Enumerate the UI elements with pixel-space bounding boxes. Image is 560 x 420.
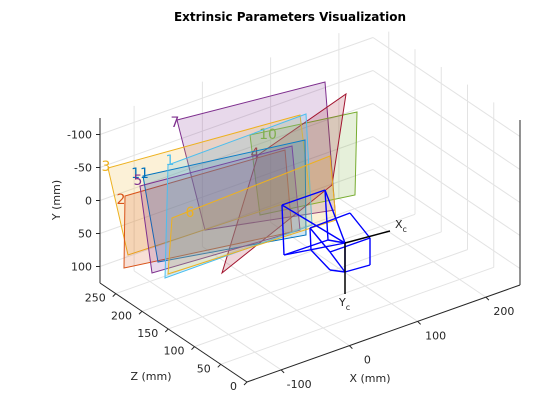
camera-axis-label: Xc (395, 218, 407, 234)
grid-line (168, 231, 442, 330)
z-tick-label: 50 (197, 362, 211, 375)
camera-frame (283, 242, 346, 256)
y-tick-label: -100 (67, 129, 92, 142)
y-axis-label: Y (mm) (50, 180, 63, 221)
x-tick (280, 369, 285, 374)
plane-label: 6 (186, 205, 195, 221)
axis-subscript: c (403, 225, 407, 234)
grid-line (372, 103, 521, 203)
camera-frame (309, 212, 351, 229)
chart-title: Extrinsic Parameters Visualization (174, 10, 406, 24)
z-tick (164, 328, 169, 333)
plane-label: 7 (171, 115, 180, 131)
z-tick (217, 363, 222, 368)
z-tick-label: 200 (111, 309, 132, 322)
y-tick-label: 100 (71, 261, 92, 274)
grid-line (202, 246, 350, 347)
z-axis-line (99, 282, 248, 383)
z-tick-label: 0 (230, 380, 237, 393)
grid-line (338, 197, 487, 298)
grid-line (99, 169, 374, 267)
x-tick-label: 0 (364, 354, 371, 367)
grid-line (220, 266, 494, 365)
calibration-plane (221, 92, 347, 275)
camera-frame (281, 204, 346, 244)
y-tick-label: 50 (78, 228, 92, 241)
camera-frame (329, 269, 346, 273)
plane-label: 5 (134, 173, 143, 189)
calibration-plane (139, 145, 301, 274)
camera-frame (324, 189, 346, 244)
grid-line (372, 37, 521, 137)
z-tick-label: 150 (137, 327, 158, 340)
plane-label: 11 (131, 166, 149, 182)
camera-frame (281, 204, 285, 256)
plane-label: 3 (102, 159, 111, 175)
grid-line (372, 70, 521, 170)
camera-x-axis (344, 230, 391, 244)
z-tick (191, 346, 195, 350)
x-tick-label: -100 (287, 378, 312, 391)
calibration-plane (249, 111, 358, 216)
plane-label: 4 (251, 146, 260, 162)
grid-line (99, 37, 374, 135)
y-tick-label: 0 (85, 195, 92, 208)
axis-name: Y (338, 296, 346, 309)
x-tick-label: 100 (425, 329, 446, 342)
axis-subscript: c (346, 303, 350, 312)
calibration-plane (142, 139, 307, 263)
grid-line (99, 70, 374, 168)
camera-frame (309, 227, 312, 251)
z-tick (243, 381, 248, 386)
grid (99, 31, 521, 383)
z-tick-label: 250 (85, 292, 106, 305)
grid-line (372, 169, 521, 269)
x-tick (485, 296, 490, 301)
z-tick (112, 293, 117, 297)
grid-line (133, 270, 282, 371)
axis-name: X (395, 218, 403, 231)
camera-frame (329, 237, 371, 253)
grid-line (194, 249, 468, 348)
camera-frame (310, 249, 331, 271)
z-tick (138, 310, 143, 315)
z-tick-label: 100 (164, 345, 185, 358)
y-tick-label: -50 (74, 162, 92, 175)
camera-frame (283, 239, 329, 256)
camera-frame (281, 189, 326, 206)
calibration-plane (164, 113, 313, 279)
camera-frame (309, 227, 331, 253)
camera-axis-label: Yc (338, 296, 350, 312)
grid-line (99, 136, 374, 234)
grid-line (141, 213, 416, 312)
z-axis-label: Z (mm) (130, 370, 171, 383)
x-tick (349, 345, 353, 349)
x-axis-line (246, 284, 521, 383)
x-tick-label: 200 (493, 305, 514, 318)
planes: 7 10 4 3 2 115 1 6 (102, 81, 358, 279)
x-axis-label: X (mm) (349, 372, 390, 385)
x-tick (417, 321, 421, 325)
plane-label: 1 (166, 153, 175, 169)
camera-frame (329, 251, 346, 273)
axes: -100 0 100 200 0 50 100 150 200 250 -100 -50 0 50 100 (67, 118, 521, 393)
camera-frame (349, 212, 371, 239)
grid-line (372, 136, 521, 236)
plane-label: 2 (117, 192, 126, 208)
camera-frame (327, 239, 346, 244)
camera-frame (344, 264, 371, 273)
plane-label: 10 (259, 127, 277, 143)
